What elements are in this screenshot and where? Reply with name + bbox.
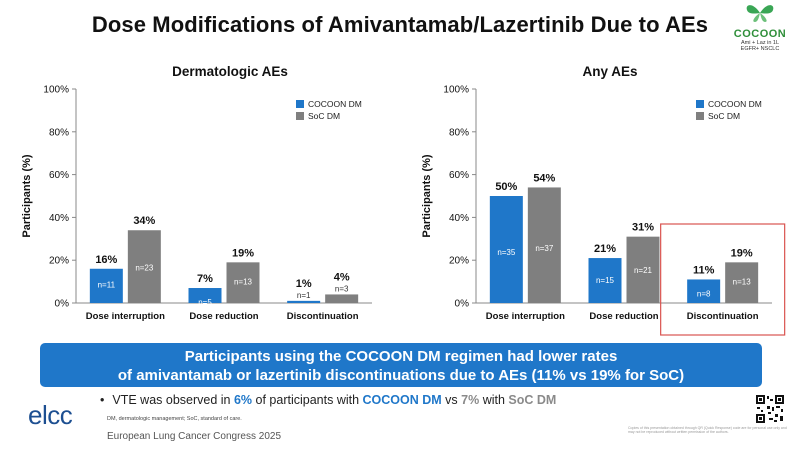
bullet-marker: •	[100, 393, 105, 407]
logo-tagline-1: Ami + Laz in 1L	[740, 40, 780, 46]
bar-n-label: n=13	[234, 278, 253, 287]
bar-value-label: 16%	[95, 254, 117, 266]
bar	[226, 262, 260, 303]
any-aes-chart: Participants (%) 0% 20% 40% 60% 80% 100% 50% n=3…	[421, 85, 786, 336]
bar	[626, 236, 660, 303]
logo-brand: COCOON	[733, 28, 787, 40]
y-tick-label: 80%	[49, 127, 69, 138]
x-category-label: Dose reduction	[189, 311, 258, 322]
y-tick-label: 60%	[449, 170, 469, 181]
bar-value-label: 31%	[632, 222, 654, 234]
bar-n-label: n=23	[135, 263, 154, 272]
y-tick-label: 20%	[449, 256, 469, 267]
legend-label: COCOON DM	[308, 99, 362, 109]
bar-value-label: 7%	[197, 273, 213, 285]
banner-line-1: Participants using the COCOON DM regimen…	[184, 348, 618, 365]
butterfly-icon	[746, 5, 774, 22]
bar-value-label: 34%	[133, 215, 155, 227]
x-category-label: Discontinuation	[287, 311, 359, 322]
abbreviations-footnote: DM, dermatologic management; SoC, standa…	[107, 416, 242, 422]
bar	[489, 196, 523, 303]
bar	[89, 268, 123, 303]
bar	[725, 262, 759, 303]
bar	[188, 288, 222, 303]
congress-name: European Lung Cancer Congress 2025	[107, 431, 282, 442]
bar-value-label: 11%	[693, 264, 715, 276]
y-tick-label: 60%	[49, 170, 69, 181]
y-tick-label: 20%	[49, 256, 69, 267]
y-tick-label: 40%	[449, 213, 469, 224]
bullet-pct-soc: 7%	[461, 393, 480, 407]
bar-value-label: 50%	[495, 181, 517, 193]
bullet-text-1: VTE was observed in	[112, 393, 234, 407]
legend-swatch	[296, 100, 304, 108]
y-tick-label: 100%	[443, 85, 469, 96]
y-tick-label: 80%	[449, 127, 469, 138]
y-tick-label: 40%	[49, 213, 69, 224]
bar	[687, 279, 721, 303]
page-title: Dose Modifications of Amivantamab/Lazert…	[91, 12, 709, 37]
logo-tagline-2: EGFR+ NSCLC	[740, 46, 780, 52]
legend-swatch	[696, 100, 704, 108]
x-category-label: Dose reduction	[589, 311, 658, 322]
vte-bullet: • VTE was observed in 6% of participants …	[100, 393, 556, 407]
bar	[127, 230, 161, 303]
bullet-arm-soc: SoC DM	[508, 393, 557, 407]
legend-label: SoC DM	[708, 111, 740, 121]
bar-n-label: n=37	[535, 244, 554, 253]
bar-value-label: 21%	[594, 243, 616, 255]
bullet-text-2: of participants with	[252, 393, 363, 407]
dermatologic-aes-chart: Participants (%) 0% 20% 40% 60% 80% 100% 16% n=1…	[21, 85, 372, 322]
copyright-notice: Copies of this presentation obtained thr…	[628, 426, 787, 434]
bar-value-label: 19%	[232, 247, 254, 259]
bar-value-label: 4%	[334, 271, 350, 283]
bar-value-label: 1%	[296, 278, 312, 290]
bar-n-label: n=21	[634, 266, 653, 275]
legend-label: COCOON DM	[708, 99, 762, 109]
y-axis-title: Participants (%)	[421, 154, 433, 237]
y-tick-label: 0%	[55, 299, 70, 310]
bar-n-label: n=8	[697, 289, 711, 298]
x-category-label: Dose interruption	[86, 311, 165, 322]
qr-code-icon[interactable]	[755, 394, 785, 424]
highlight-box	[660, 223, 786, 336]
y-tick-label: 100%	[43, 85, 69, 96]
legend-swatch	[296, 112, 304, 120]
chart-title-dermatologic: Dermatologic AEs	[172, 64, 288, 79]
bar	[287, 300, 321, 303]
bullet-pct-cocoon: 6%	[233, 393, 253, 407]
bar-value-label: 54%	[533, 172, 555, 184]
bar-value-label: 19%	[731, 247, 753, 259]
conclusion-banner: Participants using the COCOON DM regimen…	[40, 343, 762, 387]
legend-label: SoC DM	[308, 111, 340, 121]
y-tick-label: 0%	[455, 299, 470, 310]
bar	[527, 187, 561, 303]
bar-n-label: n=13	[733, 278, 752, 287]
x-category-label: Dose interruption	[486, 311, 565, 322]
x-category-label: Discontinuation	[687, 311, 759, 322]
banner-line-2: of amivantamab or lazertinib discontinua…	[117, 367, 685, 384]
legend-swatch	[696, 112, 704, 120]
bullet-text-4: with	[479, 393, 509, 407]
bar	[588, 258, 622, 303]
bar-n-label: n=11	[98, 281, 116, 290]
bar-n-label: n=5	[198, 298, 212, 307]
bar-n-label: n=35	[497, 248, 516, 257]
bar-n-label: n=1	[297, 291, 311, 300]
bullet-arm-cocoon: COCOON DM	[362, 393, 442, 407]
bar-n-label: n=15	[596, 276, 615, 285]
y-axis-title: Participants (%)	[21, 154, 33, 237]
bar-n-label: n=3	[335, 284, 349, 293]
cocoon-logo: COCOON Ami + Laz in 1L EGFR+ NSCLC	[722, 2, 798, 58]
bullet-text-3: vs	[441, 393, 462, 407]
bar	[325, 294, 359, 303]
chart-title-any-aes: Any AEs	[582, 64, 638, 79]
elcc-logo: elcc	[28, 400, 73, 430]
